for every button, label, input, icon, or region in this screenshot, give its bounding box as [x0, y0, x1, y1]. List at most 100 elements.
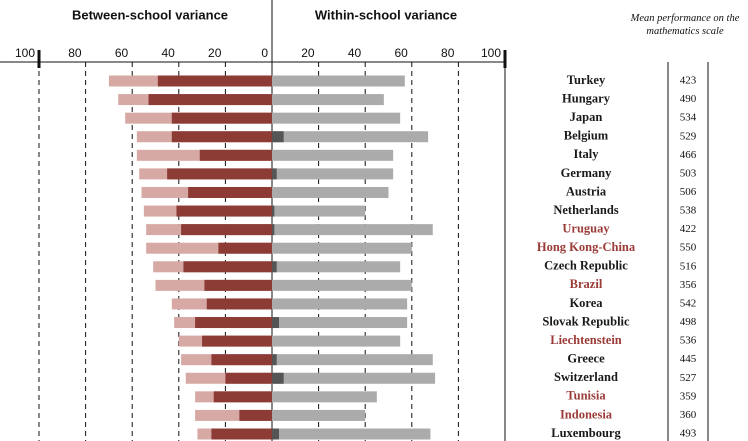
category-label: Japan — [570, 110, 603, 124]
bar — [211, 428, 272, 440]
x-tick-label: 80 — [441, 46, 455, 60]
bar — [272, 242, 412, 254]
bar — [199, 149, 272, 161]
category-label: Tunisia — [566, 389, 606, 403]
score: 503 — [680, 167, 697, 179]
x-tick-label: 60 — [394, 46, 408, 60]
bar — [272, 279, 412, 291]
score: 493 — [680, 428, 697, 440]
category-label: Italy — [574, 147, 600, 161]
score: 550 — [680, 242, 697, 254]
score-header: Mean performance on the mathematics scal… — [630, 13, 740, 37]
bar — [272, 372, 284, 384]
bar — [272, 149, 394, 161]
bar — [272, 75, 405, 87]
category-label: Switzerland — [554, 370, 618, 384]
x-tick-label: 100 — [481, 46, 501, 60]
score: 538 — [680, 205, 697, 217]
x-tick-label: 20 — [301, 46, 315, 60]
bar — [272, 372, 436, 384]
bar — [213, 391, 272, 403]
bar — [218, 242, 272, 254]
bar — [146, 242, 272, 254]
score: 529 — [680, 130, 697, 142]
category-label: Hong Kong-China — [537, 240, 636, 254]
bar — [195, 409, 272, 421]
bar — [171, 131, 272, 143]
x-tick-label: 40 — [161, 46, 175, 60]
bar — [272, 205, 366, 217]
bar — [272, 205, 275, 217]
score: 490 — [680, 93, 697, 105]
category-label: Korea — [569, 296, 603, 310]
bar — [272, 354, 433, 366]
x-tick-label: 20 — [208, 46, 222, 60]
score: 359 — [680, 390, 697, 402]
score: 536 — [680, 335, 697, 347]
bar — [195, 317, 272, 329]
score: 534 — [680, 112, 697, 124]
bar — [272, 94, 384, 106]
bar — [272, 354, 277, 366]
score: 360 — [680, 409, 697, 421]
category-label: Turkey — [567, 73, 606, 87]
category-label: Liechtenstein — [550, 333, 622, 347]
category-label: Netherlands — [553, 203, 618, 217]
bar — [211, 354, 272, 366]
bar — [157, 75, 272, 87]
x-tick-label: 80 — [68, 46, 82, 60]
x-tick-label: 100 — [15, 46, 35, 60]
bar — [272, 168, 277, 180]
bar — [272, 298, 408, 310]
bar — [272, 428, 431, 440]
category-label: Indonesia — [560, 407, 613, 421]
bar — [202, 335, 272, 347]
bar — [272, 391, 377, 403]
score: 516 — [680, 260, 697, 272]
bar — [272, 224, 275, 236]
score: 527 — [680, 372, 697, 384]
score: 506 — [680, 186, 697, 198]
bar — [272, 131, 429, 143]
bar — [206, 298, 272, 310]
bar — [225, 372, 272, 384]
category-label: Greece — [567, 352, 605, 366]
category-label: Luxembourg — [551, 426, 621, 440]
bar — [171, 112, 272, 124]
category-label: Austria — [566, 184, 607, 198]
bar — [176, 205, 272, 217]
score: 466 — [680, 149, 697, 161]
category-label: Belgium — [564, 129, 609, 143]
bar — [272, 409, 366, 421]
bar — [272, 317, 279, 329]
score: 445 — [680, 353, 697, 365]
bar — [272, 261, 401, 273]
bar — [188, 186, 272, 198]
category-label: Hungary — [562, 91, 611, 105]
score: 498 — [680, 316, 697, 328]
bar — [272, 131, 284, 143]
score: 542 — [680, 297, 697, 309]
x-tick-label: 40 — [348, 46, 362, 60]
bar — [181, 224, 272, 236]
score: 422 — [680, 223, 697, 235]
x-tick-label: 60 — [115, 46, 129, 60]
left-title: Between-school variance — [72, 7, 228, 22]
bar — [167, 168, 272, 180]
bar — [272, 335, 401, 347]
x-tick-label: 0 — [261, 46, 268, 60]
score: 356 — [680, 279, 697, 291]
bar — [272, 224, 433, 236]
category-label: Slovak Republic — [542, 314, 630, 328]
score: 423 — [680, 75, 697, 87]
bar — [204, 279, 272, 291]
category-label: Czech Republic — [544, 259, 628, 273]
bar — [272, 168, 394, 180]
bar — [272, 186, 389, 198]
right-title: Within-school variance — [315, 7, 457, 22]
bar — [272, 261, 277, 273]
category-label: Brazil — [570, 277, 603, 291]
bar — [272, 428, 279, 440]
bar — [148, 94, 272, 106]
